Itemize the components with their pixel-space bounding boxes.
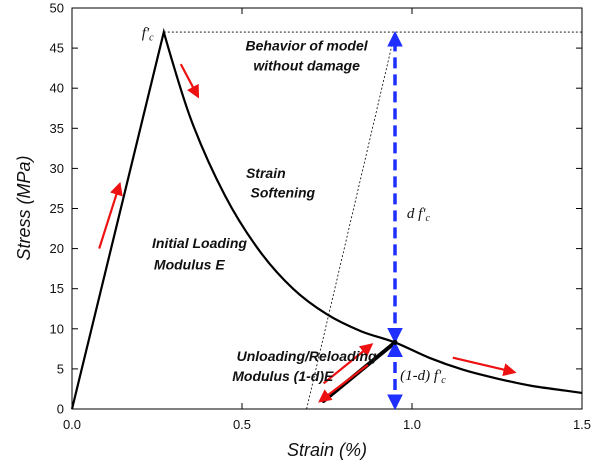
y-tick-label: 30 <box>50 161 64 176</box>
x-tick-label: 0.0 <box>63 417 81 432</box>
y-tick-label: 5 <box>57 361 64 376</box>
series-line-solid-black <box>70 27 583 410</box>
y-tick-label: 15 <box>50 281 64 296</box>
direction-arrow <box>98 181 123 249</box>
annotation-layer: Behavior of model without damage Strain Sof… <box>142 26 447 386</box>
y-axis-title: Stress (MPa) <box>14 155 34 260</box>
x-tick-label: 1.5 <box>573 417 591 432</box>
direction-arrow <box>322 343 374 385</box>
annotation-text: Unloading/Reloading <box>237 348 377 364</box>
y-tick-label: 40 <box>50 81 64 96</box>
y-tick-label: 10 <box>50 321 64 336</box>
direction-arrow <box>179 63 200 99</box>
annotation-text: Softening <box>251 184 316 200</box>
arrow-layer <box>98 30 517 411</box>
math-label: d f'c <box>407 206 431 224</box>
direction-arrow <box>318 364 369 403</box>
x-tick-label: 1.0 <box>403 417 421 432</box>
annotation-text: Modulus E <box>154 256 225 272</box>
annotation-text: Behavior of model <box>246 38 369 54</box>
y-tick-label: 50 <box>50 1 64 16</box>
series-layer <box>70 27 583 410</box>
math-label: f'c <box>142 26 154 44</box>
annotation-text: Strain <box>246 165 286 181</box>
axis-ticks: 0.0 0.5 1.0 1.5 0 5 10 15 20 25 30 35 40 45 50 <box>50 1 592 433</box>
math-label: (1-d) f'c <box>400 368 446 386</box>
y-tick-label: 35 <box>50 121 64 136</box>
annotation-text: Modulus (1-d)E <box>232 368 334 384</box>
y-tick-label: 25 <box>50 201 64 216</box>
annotation-text: without damage <box>253 58 360 74</box>
y-tick-label: 45 <box>50 41 64 56</box>
series-line-dotted-black <box>306 31 396 410</box>
annotation-text: Initial Loading <box>152 235 247 251</box>
peak-marker-unload <box>392 339 398 345</box>
x-tick-label: 0.5 <box>233 417 251 432</box>
y-tick-label: 20 <box>50 241 64 256</box>
direction-arrow <box>452 356 517 377</box>
x-axis-title: Strain (%) <box>287 440 367 460</box>
y-tick-label: 0 <box>57 402 64 417</box>
